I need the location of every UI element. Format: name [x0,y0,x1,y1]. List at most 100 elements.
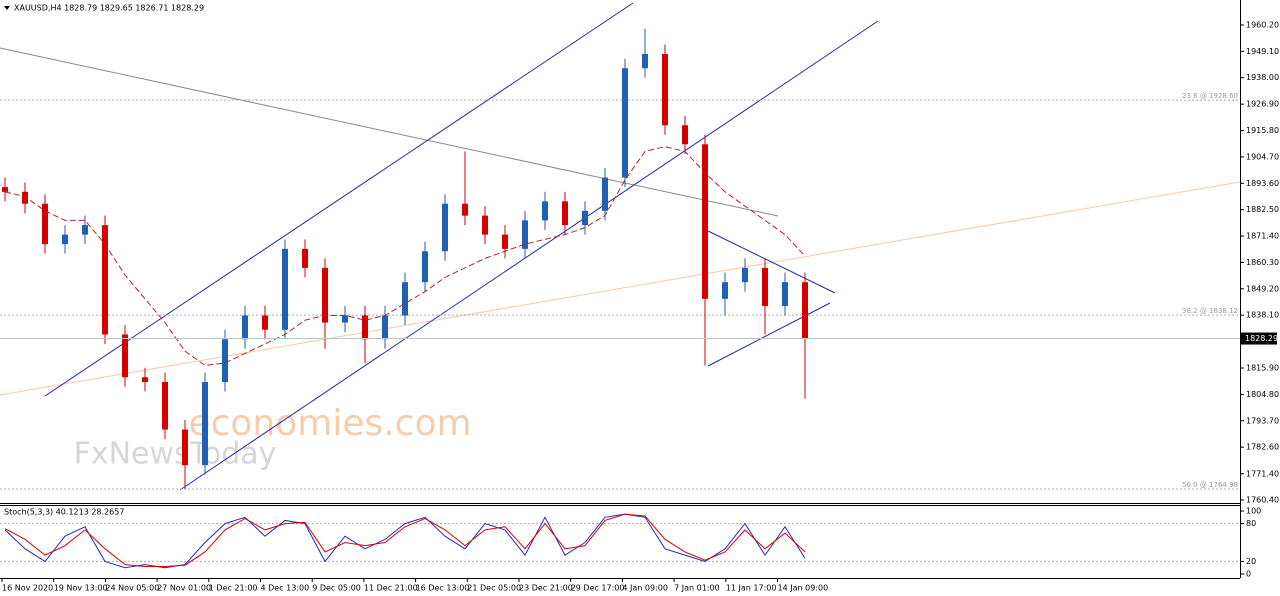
candle-body [102,225,108,335]
fib-label: 38.2 @ 1838.12 [1182,307,1238,315]
candle-body [22,191,28,204]
trendline [44,2,634,397]
candle-body [62,234,68,245]
x-tick-label: 16 Nov 2020 [2,584,53,593]
x-tick-label: 21 Dec 05:00 [467,584,521,593]
candle-body [462,203,468,216]
y-tick-label: 100 [1246,506,1261,515]
x-tick-label: 4 Jan 09:00 [622,584,668,593]
candle-body [642,53,648,69]
y-tick-label: 1860.30 [1246,258,1279,267]
watermark: economies.com [188,403,471,444]
candle-body [2,187,8,192]
candle-body [222,339,228,383]
y-tick-label: 1804.80 [1246,390,1279,399]
candle-body [702,144,708,299]
y-tick-label: 1782.60 [1246,443,1279,452]
candle-body [182,429,188,466]
x-tick-label: 9 Dec 05:00 [312,584,361,593]
candle-body [522,220,528,249]
candle-body [802,282,808,339]
x-tick-label: 4 Dec 13:00 [261,584,310,593]
menu-arrow [4,6,10,10]
candle-body [502,234,508,249]
y-tick-label: 1815.90 [1246,363,1279,372]
drawings [0,2,1241,491]
candle-body [622,68,628,178]
candle-body [762,267,768,306]
candle-body [262,315,268,330]
indicator-title: Stoch(5,3,3) 40.1213 28.2657 [4,508,124,517]
y-tick-label: 1926.90 [1246,100,1279,109]
y-tick-label: 0 [1246,570,1251,579]
y-tick-label: 1904.70 [1246,152,1279,161]
price-label: 1828.29 [1245,334,1278,343]
candle-body [742,267,748,283]
trendline [707,302,831,367]
candle-body [142,377,148,383]
candle-body [402,282,408,316]
candle-body [782,282,788,306]
candle-body [302,248,308,268]
stoch-line [4,513,806,567]
candle-body [602,177,608,211]
candle-body [542,201,548,221]
y-tick-label: 80 [1246,519,1256,528]
candle-body [382,315,388,340]
fib-label: 50.0 @ 1764.98 [1182,481,1238,489]
y-tick-label: 1949.10 [1246,47,1279,56]
trendline [0,181,1241,396]
x-tick-label: 11 Dec 21:00 [364,584,418,593]
x-tick-label: 19 Nov 13:00 [54,584,108,593]
candle-body [442,203,448,252]
x-tick-label: 29 Dec 17:00 [571,584,625,593]
candle-body [422,251,428,283]
trendline [0,47,779,217]
trendline [179,20,879,491]
x-tick-label: 7 Jan 01:00 [674,584,720,593]
x-tick-label: 1 Dec 21:00 [209,584,258,593]
candle-body [42,203,48,245]
chart-title: XAUUSD,H4 1828.79 1829.65 1826.71 1828.2… [14,4,204,13]
candle-body [162,382,168,430]
candle-body [122,334,128,378]
candle-body [562,201,568,226]
y-tick-label: 1838.10 [1246,311,1279,320]
fib-label: 23.6 @ 1928.60 [1182,92,1238,100]
candle-body [242,315,248,340]
y-tick-label: 1915.80 [1246,126,1279,135]
y-tick-label: 1960.20 [1246,20,1279,29]
y-tick-label: 1771.40 [1246,469,1279,478]
moving-average [4,146,806,366]
candle-body [82,225,88,235]
x-tick-label: 11 Jan 17:00 [726,584,777,593]
x-tick-label: 27 Nov 01:00 [157,584,211,593]
x-tick-label: 23 Dec 21:00 [519,584,573,593]
candle-body [662,53,668,126]
candle-body [582,210,588,226]
x-tick-label: 14 Jan 09:00 [778,584,829,593]
candle-body [362,315,368,340]
y-tick-label: 1893.60 [1246,179,1279,188]
candle-body [202,382,208,466]
x-tick-label: 24 Nov 05:00 [105,584,159,593]
y-tick-label: 1793.70 [1246,416,1279,425]
candle-body [722,282,728,299]
y-tick-label: 1849.20 [1246,284,1279,293]
watermark: FxNewsToday [74,437,277,472]
candle-body [482,215,488,235]
y-tick-label: 1938.00 [1246,73,1279,82]
candle-body [322,267,328,323]
y-tick-label: 20 [1246,557,1256,566]
price-box [1241,332,1277,345]
candle-body [342,315,348,323]
y-tick-label: 1882.50 [1246,205,1279,214]
trendline [705,229,836,294]
candle-body [682,125,688,145]
y-tick-label: 1871.40 [1246,232,1279,241]
candle-body [282,248,288,330]
x-tick-label: 16 Dec 13:00 [416,584,470,593]
